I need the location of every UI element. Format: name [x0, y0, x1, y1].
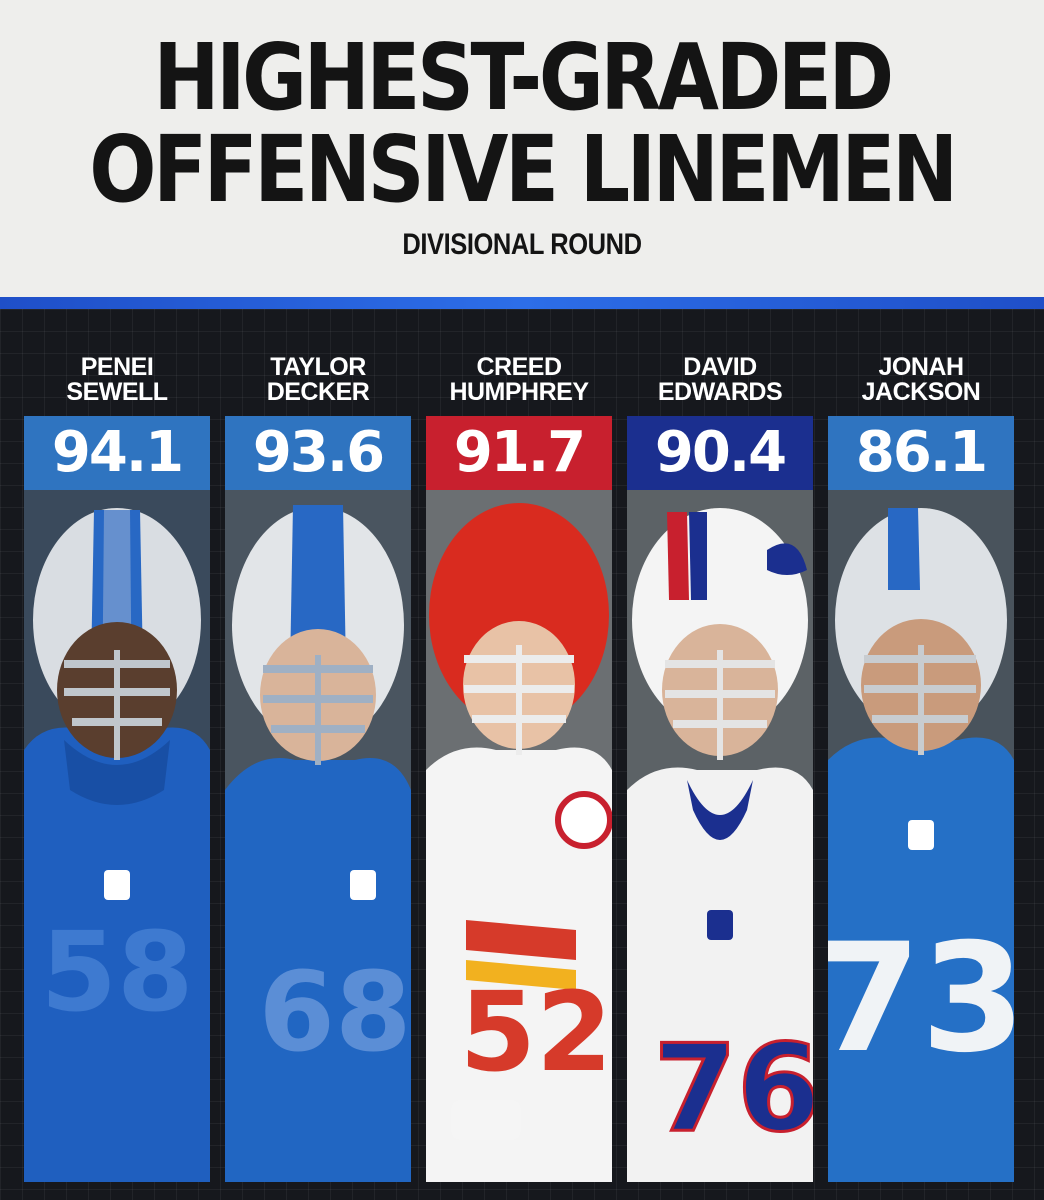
player-card: TAYLOR DECKER 93.6 68	[225, 309, 411, 1200]
player-illustration: 76	[627, 490, 813, 1182]
player-last-name: HUMPHREY	[449, 378, 589, 406]
grade-badge: 86.1	[828, 416, 1014, 490]
jersey-number: 73	[828, 912, 1014, 1086]
player-first-name: JONAH	[878, 353, 964, 381]
accent-divider	[0, 297, 1044, 309]
jersey-number: 58	[40, 908, 193, 1036]
grade-badge: 91.7	[426, 416, 612, 490]
player-photo: 52	[426, 490, 612, 1182]
player-photo: 73	[828, 490, 1014, 1182]
player-card: CREED HUMPHREY 91.7 52	[426, 309, 612, 1200]
player-last-name: SEWELL	[66, 378, 168, 406]
player-last-name: DECKER	[266, 378, 370, 406]
player-name: JONAH JACKSON	[818, 355, 1024, 405]
title-line-2: OFFENSIVE LINEMEN	[89, 116, 958, 223]
player-name: PENEI SEWELL	[14, 355, 220, 405]
player-first-name: TAYLOR	[270, 353, 366, 381]
player-card: JONAH JACKSON 86.1 73	[828, 309, 1014, 1200]
player-name: TAYLOR DECKER	[215, 355, 421, 405]
player-photo: 68	[225, 490, 411, 1182]
player-last-name: JACKSON	[861, 378, 981, 406]
player-first-name: DAVID	[683, 353, 757, 381]
player-photo: 58	[24, 490, 210, 1182]
jersey-number: 52	[459, 968, 612, 1096]
player-name: CREED HUMPHREY	[416, 355, 622, 405]
player-illustration: 68	[225, 490, 411, 1182]
player-illustration: 58	[24, 490, 210, 1182]
player-card: DAVID EDWARDS 90.4 76	[627, 309, 813, 1200]
subtitle: DIVISIONAL ROUND	[402, 228, 642, 261]
grade-badge: 93.6	[225, 416, 411, 490]
title-line-1: HIGHEST-GRADED	[153, 24, 894, 131]
player-illustration: 52	[426, 490, 612, 1182]
grade-badge: 94.1	[24, 416, 210, 490]
grade-badge: 90.4	[627, 416, 813, 490]
player-first-name: PENEI	[80, 353, 154, 381]
jersey-number: 76	[654, 1020, 814, 1159]
player-photo: 76	[627, 490, 813, 1182]
jersey-number: 68	[258, 948, 411, 1076]
player-name: DAVID EDWARDS	[617, 355, 823, 405]
player-card: PENEI SEWELL 94.1 58	[24, 309, 210, 1200]
header: HIGHEST-GRADED OFFENSIVE LINEMEN DIVISIO…	[0, 0, 1044, 297]
player-last-name: EDWARDS	[657, 378, 783, 406]
player-first-name: CREED	[476, 353, 562, 381]
player-illustration: 73	[828, 490, 1014, 1182]
player-board: PENEI SEWELL 94.1 58 TAY	[0, 309, 1044, 1200]
